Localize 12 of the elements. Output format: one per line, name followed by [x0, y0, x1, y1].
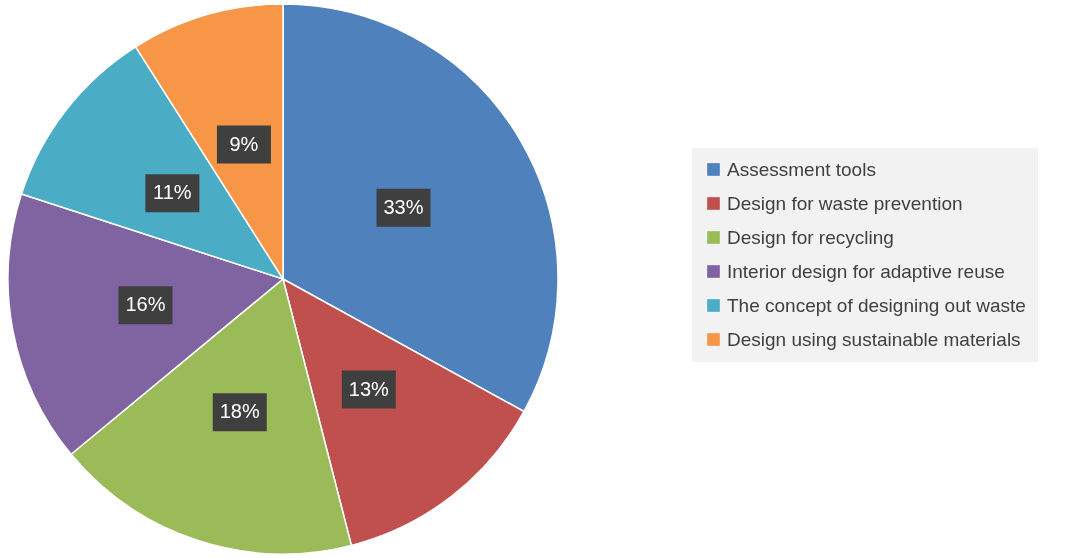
data-label: 33%: [383, 195, 424, 218]
data-label: 9%: [229, 132, 259, 155]
data-label: 13%: [348, 377, 390, 400]
legend-label: Design using sustainable materials: [727, 328, 1021, 350]
data-label: 11%: [153, 181, 192, 204]
data-label: 16%: [125, 293, 166, 316]
legend-label: The concept of designing out waste: [727, 294, 1026, 316]
data-label: 18%: [219, 400, 260, 423]
legend-label: Assessment tools: [727, 158, 876, 180]
legend-label: Interior design for adaptive reuse: [727, 260, 1005, 282]
legend-label: Design for waste prevention: [727, 192, 963, 214]
legend-label: Design for recycling: [727, 226, 894, 248]
